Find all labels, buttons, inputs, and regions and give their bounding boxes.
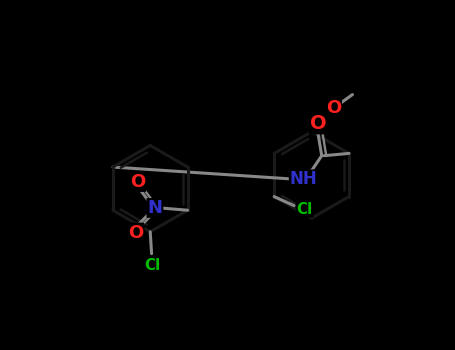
Text: O: O [310, 114, 326, 133]
Text: N: N [147, 199, 162, 217]
Text: NH: NH [290, 170, 318, 188]
Text: Cl: Cl [144, 258, 161, 273]
Text: O: O [326, 99, 341, 117]
Text: O: O [128, 224, 143, 241]
Text: O: O [130, 173, 145, 191]
Text: Cl: Cl [297, 202, 313, 217]
